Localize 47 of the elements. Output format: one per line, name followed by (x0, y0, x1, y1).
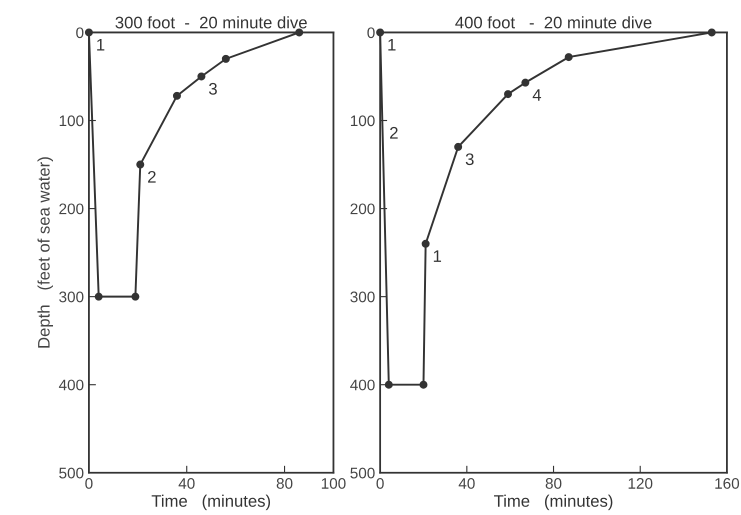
y-tick-label: 100 (350, 115, 375, 126)
x-tick-label: 40 (458, 478, 475, 489)
annotation: 1 (434, 250, 442, 262)
chart-title: 400 foot - 20 minute dive (455, 16, 652, 28)
point (94, 292, 103, 301)
y-tick-label: 300 (350, 292, 375, 302)
y-tick-label: 100 (60, 115, 84, 126)
y-axis-title: Depth (feet of sea water) (37, 157, 54, 348)
annotation: 3 (208, 82, 217, 95)
annotation: 2 (148, 170, 156, 183)
annotation: 2 (390, 126, 398, 139)
annotation: 4 (532, 89, 542, 101)
point (131, 292, 140, 301)
annotation: 3 (466, 153, 474, 166)
annotation: 1 (388, 39, 396, 50)
x-tick-label: 120 (628, 478, 652, 489)
point (419, 380, 428, 389)
point (197, 72, 206, 80)
point (172, 92, 181, 100)
y-tick-label: 200 (350, 203, 375, 214)
x-tick-label: 80 (276, 478, 292, 489)
point (504, 90, 512, 98)
x-axis-title: Time (minutes) (152, 494, 270, 510)
annotation: 1 (97, 39, 104, 50)
x-tick-label: 160 (715, 478, 740, 489)
y-tick-label: 500 (59, 468, 84, 478)
point (454, 142, 462, 151)
chart-title: 300 foot - 20 minute dive (115, 16, 307, 28)
x-tick-label: 40 (178, 478, 195, 489)
point (136, 160, 144, 169)
x-tick-label: 80 (546, 478, 562, 489)
x-tick-label: 100 (322, 478, 346, 489)
point (384, 380, 393, 389)
point (521, 78, 530, 87)
point (422, 240, 430, 248)
x-tick-label: 0 (85, 478, 93, 489)
x-tick-label: 0 (376, 478, 384, 489)
x-axis-title: Time (minutes) (494, 494, 612, 510)
y-tick-label: 500 (350, 468, 375, 478)
point (564, 53, 573, 62)
y-tick-label: 0 (76, 27, 84, 38)
y-tick-label: 300 (59, 292, 84, 302)
point (222, 54, 230, 63)
y-tick-label: 400 (58, 380, 84, 390)
y-tick-label: 400 (350, 380, 375, 390)
y-tick-label: 200 (59, 203, 84, 214)
y-tick-label: 0 (367, 27, 375, 38)
